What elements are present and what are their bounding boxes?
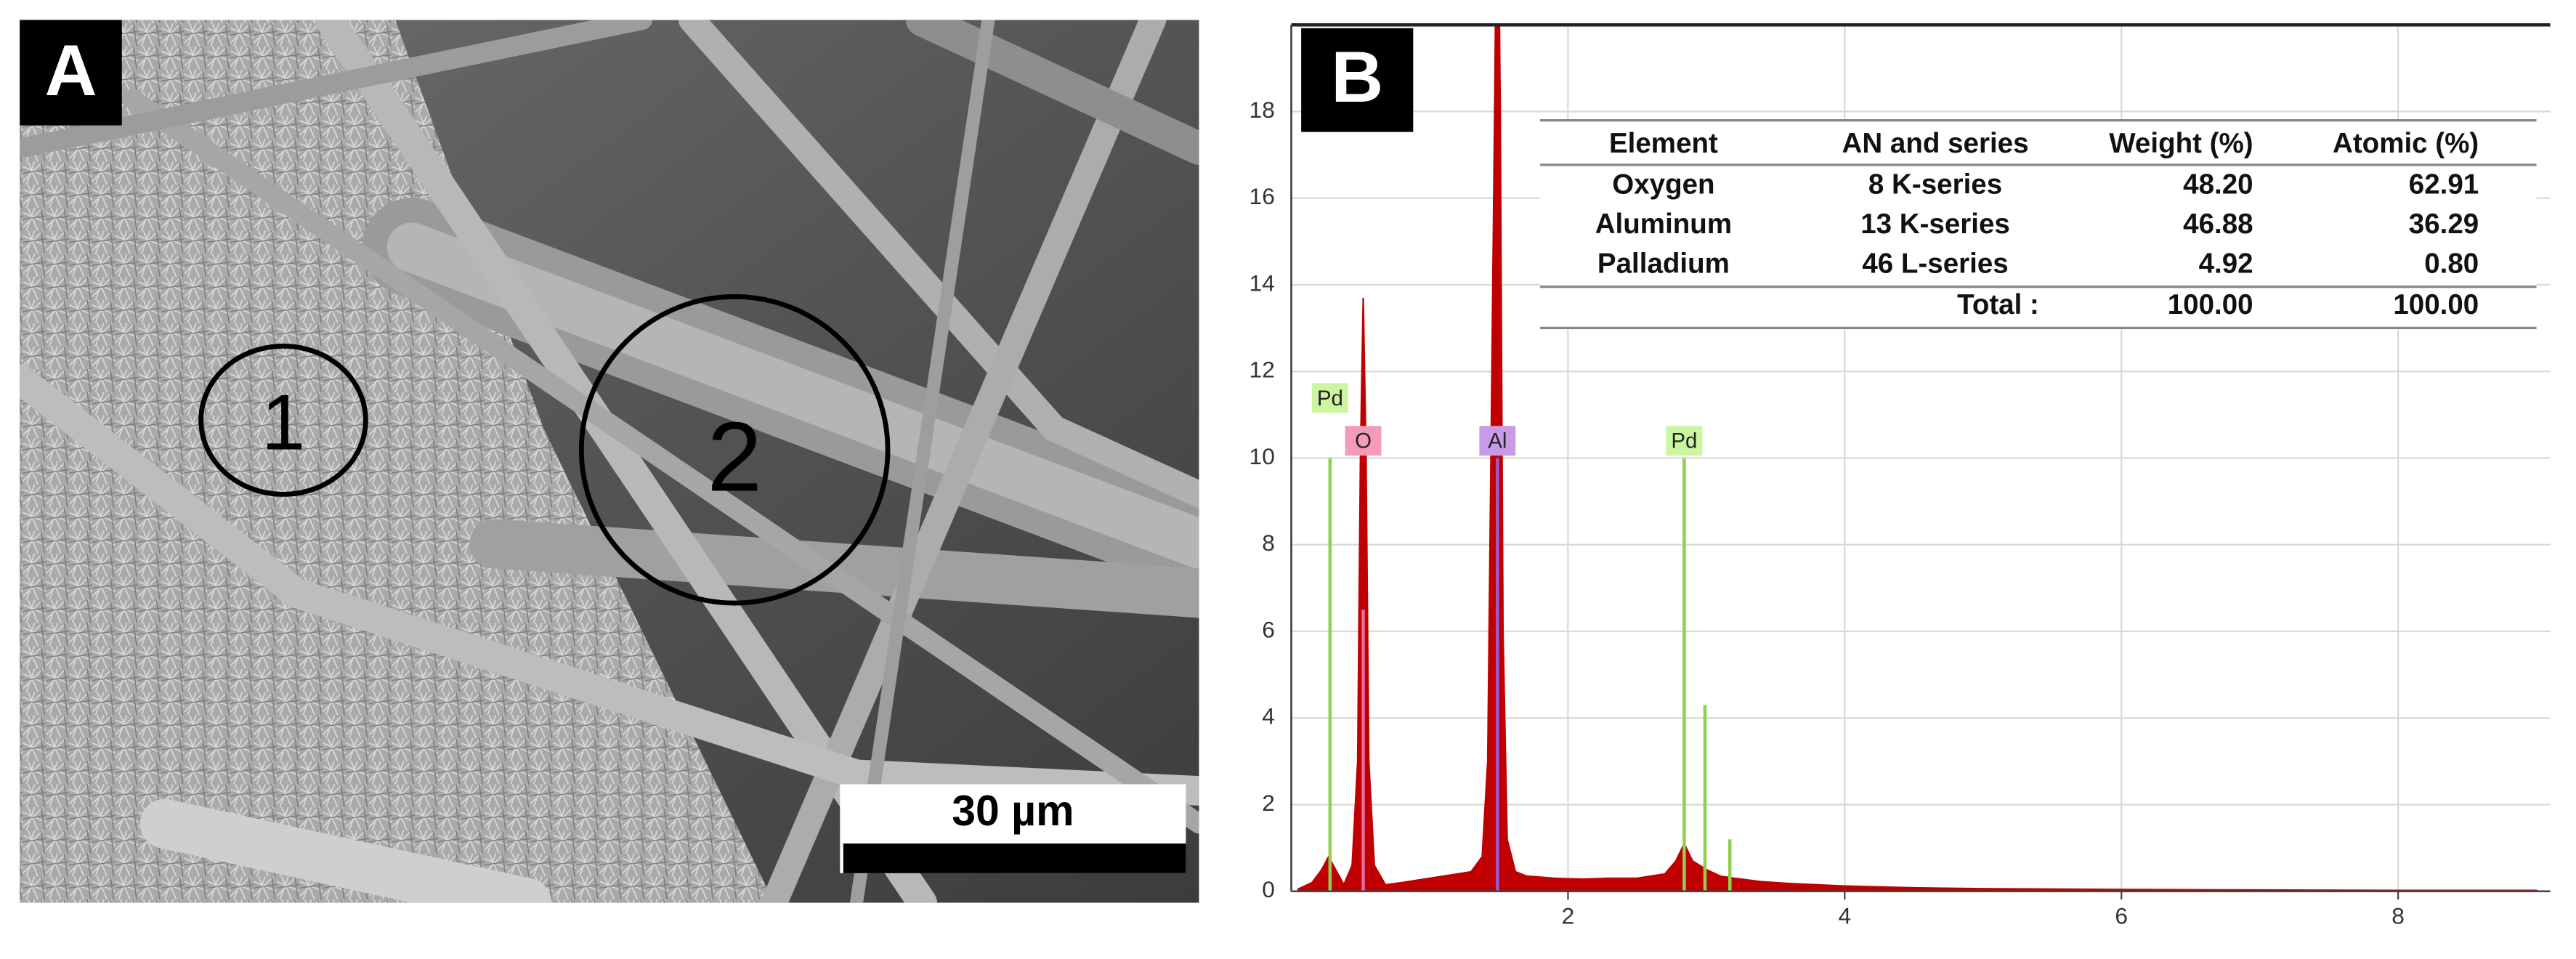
table-cell: 8 K-series [1868, 169, 2002, 201]
table-cell: 4.92 [2199, 248, 2253, 279]
panel-label: B [1331, 37, 1383, 118]
element-label-box [1666, 426, 1703, 456]
y-tick-label: 12 [1249, 357, 1275, 383]
y-tick-label: 2 [1262, 790, 1275, 816]
region-circle [578, 294, 891, 606]
table-header: Weight (%) [2109, 128, 2253, 159]
table-cell: 0.80 [2424, 248, 2479, 279]
element-label: Pd [1317, 387, 1343, 410]
region-label: 2 [707, 402, 762, 512]
table-header: Atomic (%) [2333, 128, 2479, 159]
table-total-atomic: 100.00 [2393, 289, 2479, 320]
plot-area [1297, 25, 2537, 892]
y-tick-label: 16 [1249, 183, 1275, 209]
table-total-label: Total : [1957, 289, 2039, 320]
y-tick-label: 14 [1249, 270, 1275, 296]
x-tick-label: 8 [2391, 902, 2405, 928]
element-label: O [1355, 429, 1372, 453]
table-cell: 36.29 [2409, 209, 2479, 240]
table-cell: Palladium [1597, 248, 1730, 279]
x-tick-label: 6 [2115, 902, 2128, 928]
region-label: 1 [262, 378, 306, 466]
element-label: Al [1488, 429, 1507, 453]
y-tick-label: 8 [1262, 530, 1275, 556]
region-circle [198, 343, 368, 497]
table-total-weight: 100.00 [2168, 289, 2253, 320]
y-tick-label: 0 [1262, 876, 1275, 902]
panel-label-box [1301, 28, 1414, 132]
panel-label: A [44, 31, 97, 111]
scale-bar [843, 843, 1186, 873]
element-label: Pd [1671, 429, 1697, 453]
panel-label-box [20, 20, 122, 126]
element-label-box [1311, 383, 1348, 413]
table-header: AN and series [1842, 128, 2029, 159]
table-cell: 46.88 [2183, 209, 2253, 240]
x-tick-label: 4 [1839, 902, 1852, 928]
table-cell: 62.91 [2409, 169, 2479, 201]
table-cell: 13 K-series [1860, 209, 2010, 240]
y-tick-label: 4 [1262, 703, 1275, 729]
y-tick-label: 18 [1249, 97, 1275, 123]
element-label-box [1345, 426, 1382, 456]
element-label-box [1479, 426, 1516, 456]
spectrum-area [1297, 25, 2537, 892]
y-tick-label: 10 [1249, 443, 1275, 469]
x-tick-label: 2 [1562, 902, 1575, 928]
y-tick-label: 6 [1262, 616, 1275, 642]
table-cell: 48.20 [2183, 169, 2253, 201]
sem-image [20, 20, 1199, 903]
table-cell: Oxygen [1612, 169, 1714, 201]
scale-bar-label: 30 µm [952, 788, 1074, 835]
table-header: Element [1609, 128, 1718, 159]
table-cell: 46 L-series [1862, 248, 2008, 279]
composition-table: Element AN and series Weight (%) Atomic (%)… [1539, 118, 2537, 330]
table-cell: Aluminum [1595, 209, 1732, 240]
